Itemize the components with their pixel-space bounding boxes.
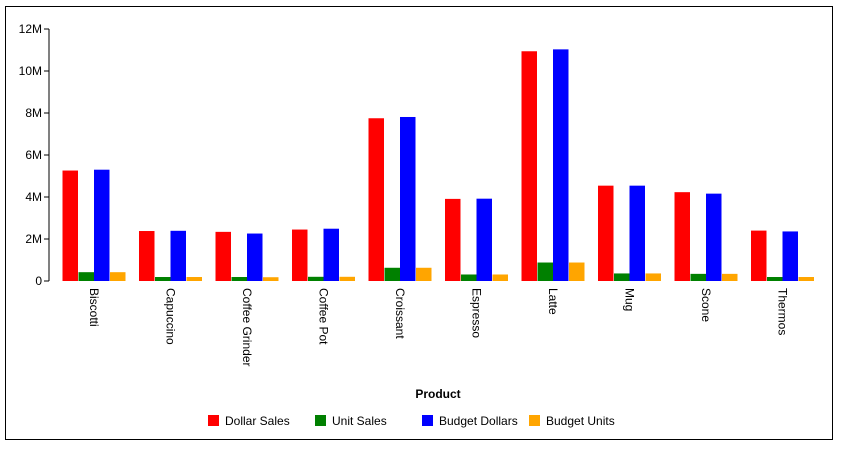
legend-swatch xyxy=(208,415,219,426)
bar-dollar-sales xyxy=(62,170,78,281)
bar-unit-sales xyxy=(767,277,783,281)
x-axis: Biscotti Capuccino Coffee Grinder Coffee Po… xyxy=(87,288,790,367)
bar-unit-sales xyxy=(231,277,247,281)
y-tick-label: 10M xyxy=(19,64,42,78)
bar-dollar-sales xyxy=(521,51,537,282)
bar-unit-sales xyxy=(308,276,324,281)
bar-dollar-sales xyxy=(598,185,614,281)
bar-unit-sales xyxy=(614,273,630,281)
y-tick-label: 4M xyxy=(25,190,42,204)
x-tick-label: Espresso xyxy=(470,288,484,338)
bar-unit-sales xyxy=(78,272,94,281)
x-tick-label: Coffee Pot xyxy=(317,288,331,345)
bar-budget-units xyxy=(186,277,202,281)
x-tick-label: Mug xyxy=(623,288,637,311)
legend-label: Unit Sales xyxy=(332,414,387,428)
bar-unit-sales xyxy=(690,273,706,281)
x-axis-title: Product xyxy=(415,387,460,401)
y-tick-label: 2M xyxy=(25,232,42,246)
bar-budget-dollars xyxy=(553,49,569,282)
bar-unit-sales xyxy=(461,274,477,281)
legend-swatch xyxy=(422,415,433,426)
legend-swatch xyxy=(315,415,326,426)
bar-budget-units xyxy=(110,272,126,281)
x-tick-label: Croissant xyxy=(393,288,407,339)
y-tick-label: 0 xyxy=(35,274,42,288)
bar-budget-units xyxy=(339,276,355,281)
bar-budget-units xyxy=(492,274,508,281)
bar-dollar-sales xyxy=(751,230,767,281)
bar-dollar-sales xyxy=(292,229,308,281)
bar-unit-sales xyxy=(155,277,171,281)
bar-budget-dollars xyxy=(323,228,339,281)
chart-frame xyxy=(5,6,833,440)
x-tick-label: Thermos xyxy=(776,288,790,335)
bar-budget-units xyxy=(798,277,814,281)
legend: Dollar Sales Unit Sales Budget Dollars Budg… xyxy=(208,414,615,428)
x-tick-label: Biscotti xyxy=(87,288,101,327)
bars xyxy=(62,49,814,282)
bar-budget-units xyxy=(645,273,661,281)
bar-unit-sales xyxy=(384,267,400,281)
legend-swatch xyxy=(529,415,540,426)
bar-budget-units xyxy=(569,262,585,281)
bar-budget-dollars xyxy=(170,230,186,281)
bar-dollar-sales xyxy=(368,118,384,281)
bar-budget-units xyxy=(416,267,432,281)
bar-budget-dollars xyxy=(400,116,416,282)
y-tick-label: 12M xyxy=(19,22,42,36)
bar-dollar-sales xyxy=(445,198,461,281)
bar-budget-units xyxy=(263,277,279,281)
y-tick-label: 8M xyxy=(25,106,42,120)
bar-budget-dollars xyxy=(94,169,110,281)
bar-dollar-sales xyxy=(674,192,690,281)
y-tick-label: 6M xyxy=(25,148,42,162)
y-axis: 0 2M 4M 6M 8M 10M 12M xyxy=(19,22,50,288)
bar-budget-dollars xyxy=(782,231,798,281)
bar-budget-dollars xyxy=(476,198,492,281)
legend-label: Budget Units xyxy=(546,414,615,428)
bar-dollar-sales xyxy=(215,231,231,281)
bar-unit-sales xyxy=(537,262,553,281)
x-tick-label: Coffee Grinder xyxy=(240,288,254,367)
x-tick-label: Scone xyxy=(699,288,713,322)
legend-label: Dollar Sales xyxy=(225,414,290,428)
bar-dollar-sales xyxy=(139,231,155,281)
bar-budget-dollars xyxy=(247,233,263,281)
legend-label: Budget Dollars xyxy=(439,414,518,428)
bar-budget-units xyxy=(722,273,738,281)
bar-budget-dollars xyxy=(629,185,645,281)
x-tick-label: Latte xyxy=(546,288,560,315)
x-tick-label: Capuccino xyxy=(164,288,178,345)
bar-budget-dollars xyxy=(706,193,722,281)
